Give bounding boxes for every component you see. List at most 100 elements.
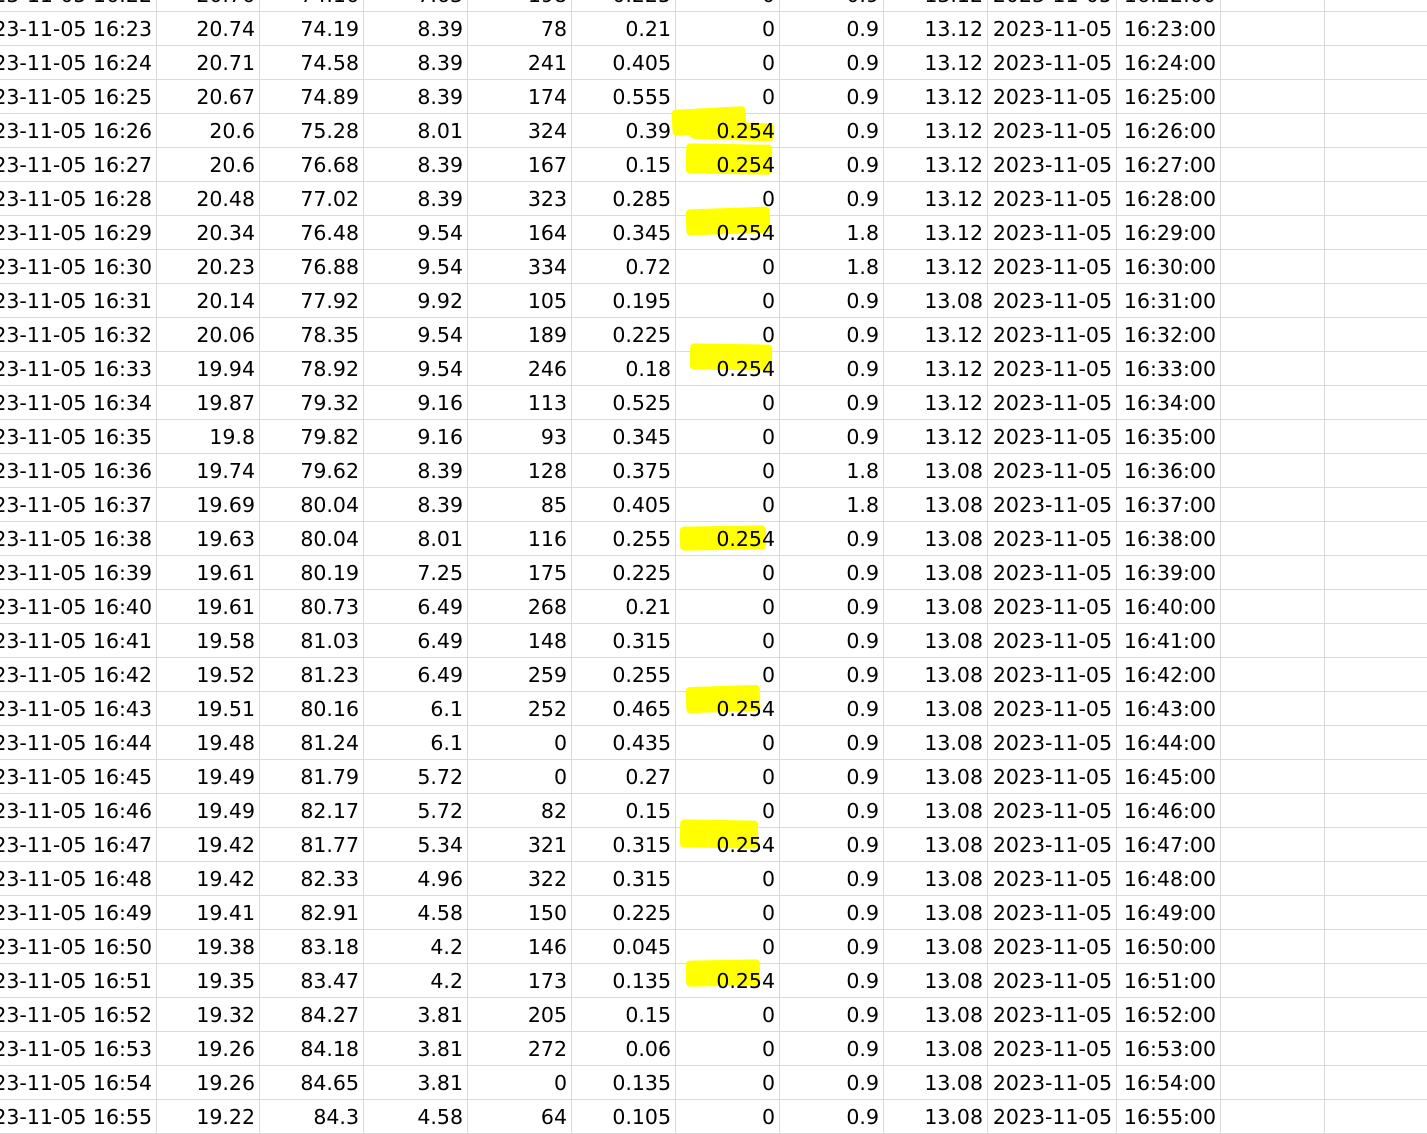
table-cell[interactable]: 2023-11-05: [988, 522, 1117, 556]
table-cell[interactable]: 83.47: [260, 964, 364, 998]
table-cell[interactable]: 7.63: [364, 0, 468, 12]
empty-cell[interactable]: [1221, 12, 1325, 46]
empty-cell[interactable]: [1325, 556, 1427, 590]
table-cell[interactable]: 16:22:00: [1117, 0, 1221, 12]
table-cell[interactable]: 0.9: [780, 930, 884, 964]
empty-cell[interactable]: [1221, 284, 1325, 318]
empty-cell[interactable]: [1325, 0, 1427, 12]
table-cell[interactable]: 16:49:00: [1117, 896, 1221, 930]
table-cell[interactable]: 13.08: [884, 1032, 988, 1066]
empty-cell[interactable]: [1325, 658, 1427, 692]
table-cell[interactable]: 324: [468, 114, 572, 148]
empty-cell[interactable]: [1221, 896, 1325, 930]
table-cell[interactable]: 2023-11-05: [988, 148, 1117, 182]
table-cell[interactable]: 13.08: [884, 1100, 988, 1134]
table-cell[interactable]: 0.315: [572, 624, 676, 658]
table-cell[interactable]: 2023-11-05: [988, 1066, 1117, 1100]
table-cell[interactable]: 5.72: [364, 794, 468, 828]
table-cell[interactable]: 19.52: [157, 658, 260, 692]
table-cell[interactable]: 2023-11-05: [988, 250, 1117, 284]
table-cell[interactable]: 0: [676, 930, 780, 964]
table-cell[interactable]: 0: [676, 556, 780, 590]
table-cell[interactable]: 16:32:00: [1117, 318, 1221, 352]
table-cell[interactable]: 0.225: [572, 318, 676, 352]
table-cell[interactable]: 0.9: [780, 12, 884, 46]
table-cell[interactable]: 13.08: [884, 726, 988, 760]
table-cell[interactable]: 8.39: [364, 182, 468, 216]
empty-cell[interactable]: [1221, 352, 1325, 386]
table-cell[interactable]: 20.14: [157, 284, 260, 318]
empty-cell[interactable]: [1325, 182, 1427, 216]
table-cell[interactable]: 3.81: [364, 1032, 468, 1066]
table-cell[interactable]: 6.49: [364, 590, 468, 624]
table-cell[interactable]: 74.58: [260, 46, 364, 80]
table-cell[interactable]: 0.135: [572, 1066, 676, 1100]
table-cell[interactable]: 13.12: [884, 318, 988, 352]
table-cell[interactable]: 0.72: [572, 250, 676, 284]
table-cell[interactable]: 8.01: [364, 522, 468, 556]
empty-cell[interactable]: [1221, 182, 1325, 216]
table-cell[interactable]: 0.405: [572, 46, 676, 80]
table-cell[interactable]: 16:28:00: [1117, 182, 1221, 216]
table-cell[interactable]: 0.15: [572, 148, 676, 182]
table-cell[interactable]: 16:50:00: [1117, 930, 1221, 964]
table-cell[interactable]: 80.73: [260, 590, 364, 624]
table-cell[interactable]: 0.255: [572, 522, 676, 556]
empty-cell[interactable]: [1325, 624, 1427, 658]
table-cell[interactable]: 20.34: [157, 216, 260, 250]
table-cell[interactable]: 19.22: [157, 1100, 260, 1134]
table-cell[interactable]: 0.15: [572, 998, 676, 1032]
table-cell[interactable]: 20.48: [157, 182, 260, 216]
table-cell[interactable]: 16:53:00: [1117, 1032, 1221, 1066]
empty-cell[interactable]: [1221, 522, 1325, 556]
table-cell[interactable]: 0.345: [572, 420, 676, 454]
table-cell[interactable]: 0.9: [780, 420, 884, 454]
table-cell[interactable]: 8.39: [364, 80, 468, 114]
table-cell[interactable]: 13.08: [884, 828, 988, 862]
table-cell[interactable]: 105: [468, 284, 572, 318]
table-cell[interactable]: 2023-11-05 16:46: [0, 794, 157, 828]
table-cell[interactable]: 0.254: [676, 819, 780, 862]
empty-cell[interactable]: [1325, 1066, 1427, 1100]
table-cell[interactable]: 13.08: [884, 522, 988, 556]
table-cell[interactable]: 13.12: [884, 420, 988, 454]
table-cell[interactable]: 8.01: [364, 114, 468, 148]
empty-cell[interactable]: [1325, 46, 1427, 80]
empty-cell[interactable]: [1325, 488, 1427, 522]
table-cell[interactable]: 2023-11-05: [988, 216, 1117, 250]
table-cell[interactable]: 2023-11-05: [988, 896, 1117, 930]
table-cell[interactable]: 0.9: [780, 556, 884, 590]
table-cell[interactable]: 0.27: [572, 760, 676, 794]
table-cell[interactable]: 0.255: [572, 658, 676, 692]
empty-cell[interactable]: [1325, 250, 1427, 284]
table-cell[interactable]: 16:41:00: [1117, 624, 1221, 658]
table-cell[interactable]: 19.26: [157, 1066, 260, 1100]
table-cell[interactable]: 1.8: [780, 454, 884, 488]
table-cell[interactable]: 241: [468, 46, 572, 80]
table-cell[interactable]: 19.51: [157, 692, 260, 726]
table-cell[interactable]: 0.9: [780, 658, 884, 692]
table-cell[interactable]: 2023-11-05 16:42: [0, 658, 157, 692]
table-cell[interactable]: 13.08: [884, 590, 988, 624]
table-cell[interactable]: 83.18: [260, 930, 364, 964]
table-cell[interactable]: 4.2: [364, 964, 468, 998]
table-cell[interactable]: 0.06: [572, 1032, 676, 1066]
table-cell[interactable]: 0.18: [572, 352, 676, 386]
table-cell[interactable]: 9.54: [364, 352, 468, 386]
table-cell[interactable]: 9.16: [364, 420, 468, 454]
table-cell[interactable]: 16:30:00: [1117, 250, 1221, 284]
table-cell[interactable]: 16:38:00: [1117, 522, 1221, 556]
table-cell[interactable]: 16:44:00: [1117, 726, 1221, 760]
table-cell[interactable]: 16:26:00: [1117, 114, 1221, 148]
table-cell[interactable]: 0.254: [676, 343, 780, 386]
table-cell[interactable]: 13.12: [884, 352, 988, 386]
table-cell[interactable]: 2023-11-05 16:29: [0, 216, 157, 250]
table-cell[interactable]: 13.08: [884, 624, 988, 658]
table-cell[interactable]: 0.9: [780, 794, 884, 828]
table-cell[interactable]: 78: [468, 12, 572, 46]
table-cell[interactable]: 13.12: [884, 386, 988, 420]
table-cell[interactable]: 4.96: [364, 862, 468, 896]
table-cell[interactable]: 2023-11-05: [988, 352, 1117, 386]
table-cell[interactable]: 84.27: [260, 998, 364, 1032]
empty-cell[interactable]: [1221, 964, 1325, 998]
